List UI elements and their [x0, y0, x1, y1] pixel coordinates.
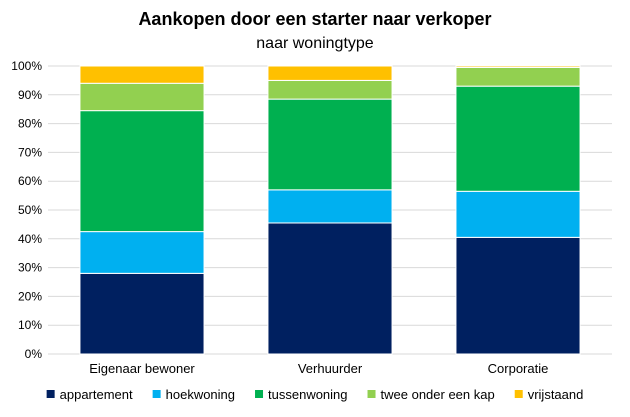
y-tick-label: 50%	[18, 203, 42, 217]
legend-label: twee onder een kap	[381, 387, 495, 402]
bar-segment	[267, 79, 393, 100]
y-tick-label: 70%	[18, 145, 42, 159]
x-tick-label: Corporatie	[488, 361, 549, 376]
legend-label: hoekwoning	[166, 387, 235, 402]
legend-label: appartement	[60, 387, 133, 402]
bar-segment	[79, 82, 205, 112]
bar-segment	[267, 222, 393, 355]
bar-segment	[79, 65, 205, 84]
legend-swatch	[152, 390, 161, 398]
y-tick-label: 90%	[18, 88, 42, 102]
legend-swatch	[367, 390, 376, 398]
y-tick-label: 20%	[18, 289, 42, 303]
bar-segment	[79, 110, 205, 233]
x-tick-label: Verhuurder	[298, 361, 363, 376]
bars	[79, 65, 581, 355]
bar-segment	[267, 98, 393, 191]
x-tick-label: Eigenaar bewoner	[89, 361, 195, 376]
legend-label: vrijstaand	[528, 387, 584, 402]
bar-segment	[455, 236, 581, 355]
y-tick-label: 30%	[18, 261, 42, 275]
y-tick-label: 100%	[11, 59, 42, 73]
legend: appartement hoekwoning tussenwoning twee on…	[46, 387, 584, 402]
legend-label: tussenwoning	[268, 387, 348, 402]
legend-swatch	[514, 390, 523, 398]
y-tick-label: 10%	[18, 318, 42, 332]
bar-segment	[455, 190, 581, 238]
bar-segment	[455, 66, 581, 87]
x-axis-tick-labels: Eigenaar bewoner Verhuurder Corporatie	[89, 361, 548, 376]
y-tick-label: 60%	[18, 174, 42, 188]
bar-segment	[455, 65, 581, 68]
bar-segment	[79, 272, 205, 355]
chart-subtitle: naar woningtype	[256, 35, 374, 52]
y-tick-label: 0%	[25, 347, 43, 361]
bar-segment	[267, 189, 393, 224]
y-tick-label: 80%	[18, 117, 42, 131]
chart-title: Aankopen door een starter naar verkoper	[138, 9, 491, 29]
y-tick-label: 40%	[18, 232, 42, 246]
y-axis-tick-labels: 0% 10% 20% 30% 40% 50% 60% 70% 80% 90% 100%	[11, 59, 42, 361]
bar-segment	[79, 231, 205, 274]
legend-swatch	[255, 390, 264, 398]
bar-segment	[455, 85, 581, 192]
legend-swatch	[46, 390, 55, 398]
bar-segment	[267, 65, 393, 81]
